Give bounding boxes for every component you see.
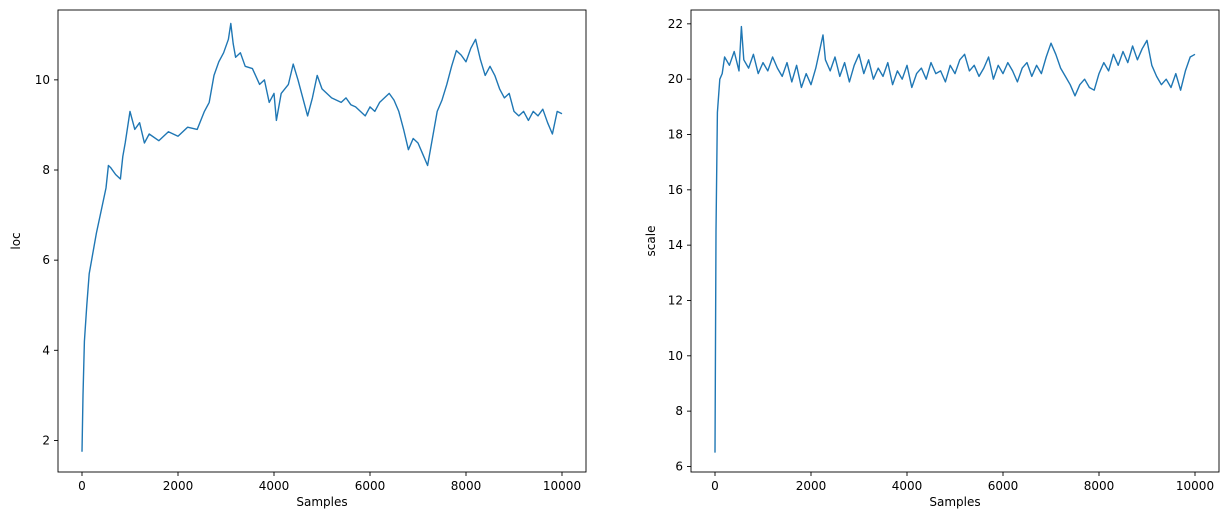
plot-frame [57, 9, 587, 473]
y-tick-label: 6 [42, 253, 50, 267]
y-tick-label: 18 [668, 127, 683, 141]
x-tick-label: 8000 [451, 479, 482, 493]
y-tick-label: 20 [668, 72, 683, 86]
y-tick-label: 14 [668, 238, 683, 252]
x-tick-label: 8000 [1084, 479, 1115, 493]
y-axis-label: scale [644, 226, 658, 257]
y-tick-label: 4 [42, 343, 50, 357]
y-tick-label: 16 [668, 183, 683, 197]
y-tick-label: 12 [668, 293, 683, 307]
x-tick-label: 2000 [796, 479, 827, 493]
y-tick-label: 10 [668, 349, 683, 363]
x-axis-label: Samples [296, 495, 347, 509]
trace-line [714, 25, 1196, 453]
y-tick-label: 8 [675, 404, 683, 418]
x-tick-label: 0 [711, 479, 719, 493]
x-tick-label: 6000 [355, 479, 386, 493]
x-tick-label: 4000 [259, 479, 290, 493]
x-tick-label: 2000 [163, 479, 194, 493]
y-tick-label: 10 [35, 73, 50, 87]
x-tick-label: 10000 [1176, 479, 1214, 493]
x-tick-label: 6000 [988, 479, 1019, 493]
x-axis-label: Samples [929, 495, 980, 509]
y-axis-label: loc [9, 232, 23, 249]
y-tick-label: 6 [675, 459, 683, 473]
plot-frame [690, 9, 1220, 473]
trace-line [81, 22, 563, 452]
x-tick-label: 0 [78, 479, 86, 493]
y-tick-label: 8 [42, 163, 50, 177]
y-tick-label: 22 [668, 17, 683, 31]
loc-trace-panel: 0 2000 4000 6000 8000 10000 2 4 6 8 10 Samples loc [9, 9, 587, 509]
x-tick-label: 4000 [892, 479, 923, 493]
scale-trace-panel: 0 2000 4000 6000 8000 10000 6 8 10 12 14 16 18 20 22 Sa… [644, 9, 1220, 509]
x-tick-label: 10000 [543, 479, 581, 493]
y-tick-label: 2 [42, 433, 50, 447]
